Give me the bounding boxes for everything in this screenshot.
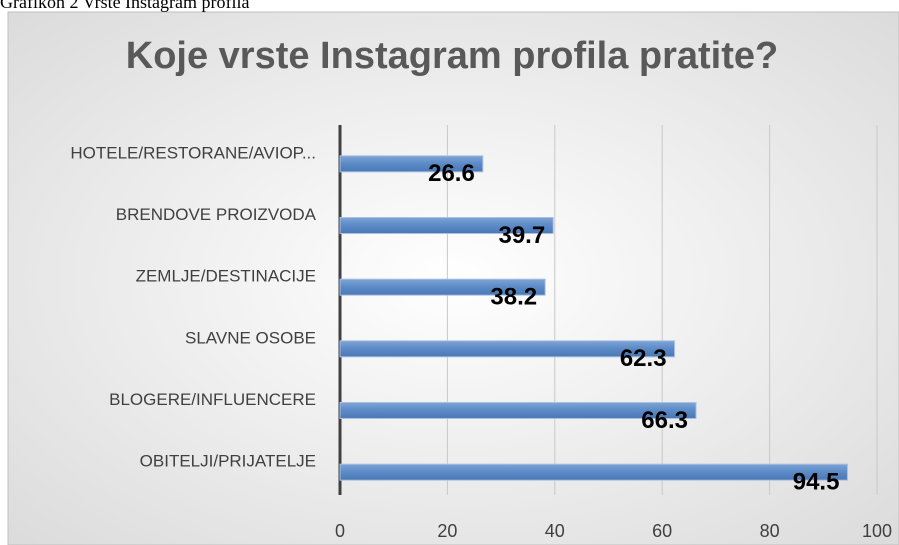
x-tick-label: 40 — [545, 521, 565, 541]
bar — [339, 155, 484, 173]
bar — [339, 278, 546, 296]
data-label: 39.7 — [498, 222, 545, 249]
y-tick-label: HOTELE/RESTORANE/AVIOP... — [70, 143, 316, 162]
x-tick-label: 0 — [335, 521, 345, 541]
y-tick-label: ZEMLJE/DESTINACIJE — [136, 267, 316, 286]
data-label: 94.5 — [793, 469, 840, 496]
data-label: 62.3 — [620, 345, 667, 372]
y-tick-label: BLOGERE/INFLUENCERE — [109, 390, 316, 409]
bar — [339, 402, 697, 419]
x-tick-label: 60 — [652, 521, 672, 541]
caption: Grafikon 2 Vrste Instagram profila — [0, 0, 250, 12]
y-tick-label: OBITELJI/PRIJATELJE — [140, 452, 316, 471]
x-tick-label: 20 — [437, 521, 457, 541]
y-tick-label: BRENDOVE PROIZVODA — [116, 205, 317, 224]
x-tick-label: 100 — [862, 521, 892, 541]
chart-title: Koje vrste Instagram profila pratite? — [126, 35, 779, 77]
x-tick-label: 80 — [760, 521, 780, 541]
y-tick-label: SLAVNE OSOBE — [185, 328, 316, 347]
data-label: 66.3 — [641, 407, 688, 434]
bar — [339, 340, 676, 358]
chart-area — [7, 11, 899, 545]
data-label: 26.6 — [428, 160, 475, 187]
data-label: 38.2 — [490, 284, 537, 311]
bar — [339, 463, 848, 481]
bar — [339, 217, 554, 234]
